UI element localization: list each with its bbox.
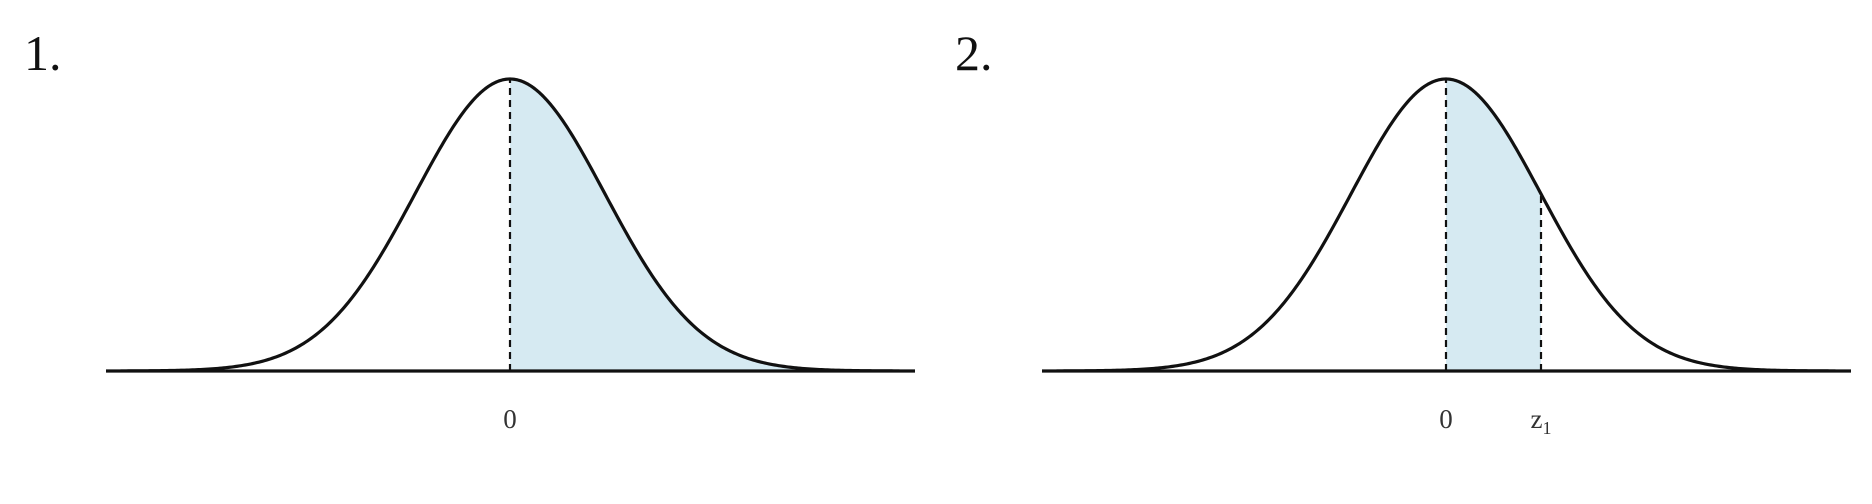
tick-label-2: z1 bbox=[1531, 404, 1552, 438]
panel-1: 1. 0 bbox=[24, 25, 915, 434]
tick-label-subscript: 1 bbox=[1542, 418, 1551, 438]
panel-2-dashed-lines bbox=[1444, 79, 1543, 371]
panel-2-number: 2. bbox=[955, 25, 993, 81]
panel-1-number: 1. bbox=[24, 25, 62, 81]
panel-2-tick-labels: 0 z1 bbox=[1439, 404, 1551, 438]
panel-1-shaded-area bbox=[510, 79, 900, 371]
tick-label-1: 0 bbox=[503, 404, 517, 434]
panel-1-tick-labels: 0 bbox=[503, 404, 517, 434]
panel-2: 2. 0 z1 bbox=[955, 25, 1851, 438]
panel-2-shaded-area bbox=[1446, 79, 1541, 371]
tick-label-1: 0 bbox=[1439, 404, 1453, 434]
